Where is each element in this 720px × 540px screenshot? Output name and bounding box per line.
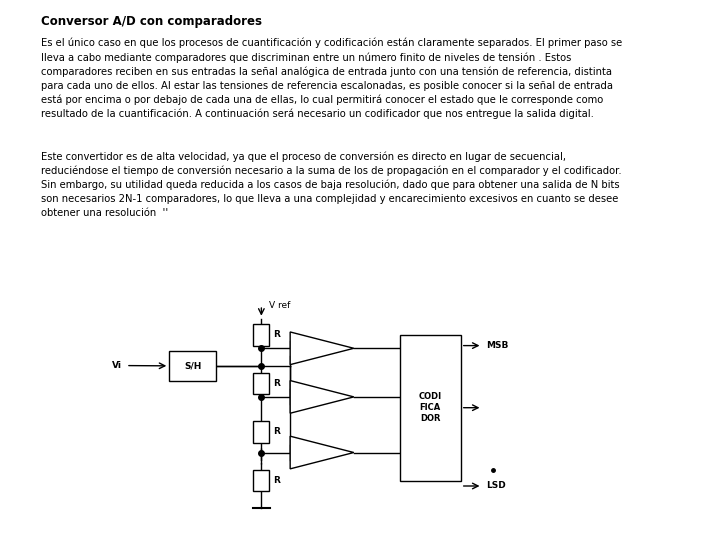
Text: Vi: Vi	[112, 361, 122, 370]
Text: R: R	[273, 476, 280, 485]
Text: -: -	[295, 386, 299, 395]
Polygon shape	[290, 381, 354, 413]
Text: Es el único caso en que los procesos de cuantificación y codificación están clar: Es el único caso en que los procesos de …	[41, 38, 622, 119]
Text: S/H: S/H	[184, 361, 202, 370]
Polygon shape	[290, 332, 354, 365]
Bar	[253, 421, 269, 443]
Bar	[253, 470, 269, 491]
Polygon shape	[290, 436, 354, 469]
Bar	[400, 335, 461, 481]
Text: Conversor A/D con comparadores: Conversor A/D con comparadores	[41, 15, 262, 28]
Text: Este convertidor es de alta velocidad, ya que el proceso de conversión es direct: Este convertidor es de alta velocidad, y…	[41, 151, 621, 218]
Text: R: R	[273, 330, 280, 339]
Text: CODI
FICA
DOR: CODI FICA DOR	[418, 392, 442, 423]
Bar	[253, 324, 269, 346]
Text: V ref: V ref	[269, 301, 290, 309]
Text: R: R	[273, 428, 280, 436]
Text: MSB: MSB	[486, 341, 508, 350]
Bar	[169, 351, 216, 381]
Text: LSD: LSD	[486, 482, 505, 490]
Bar	[253, 373, 269, 394]
Text: -: -	[295, 337, 299, 347]
Text: R: R	[273, 379, 280, 388]
Text: -: -	[295, 441, 299, 451]
